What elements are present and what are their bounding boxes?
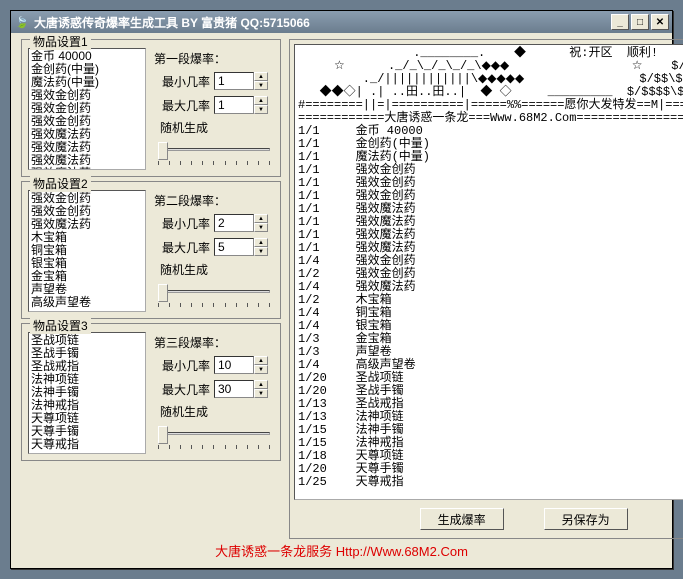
max-spin-up[interactable]: ▲ [254, 96, 268, 105]
save-as-button[interactable]: 另保存为 [544, 508, 628, 530]
minimize-button[interactable]: _ [611, 14, 629, 30]
random-label: 随机生成 [154, 119, 274, 136]
random-slider[interactable] [154, 142, 274, 166]
client-area: 物品设置1金币 40000 金创药(中量) 魔法药(中量) 强效金创药 强效金创… [11, 33, 672, 568]
right-panel: .________. ◆ 祝:开区 顺利! $$ ☆ ☆ ._/_\_/_\_/… [289, 39, 683, 539]
main-window: 🍃 大唐诱惑传奇爆率生成工具 BY 富贵猪 QQ:5715066 _ □ ✕ 物… [10, 10, 673, 569]
segment-label: 第二段爆率： [154, 192, 274, 209]
group-legend: 物品设置1 [30, 33, 91, 50]
group-legend: 物品设置2 [30, 175, 91, 192]
max-input[interactable] [214, 96, 254, 114]
segment-label: 第一段爆率： [154, 50, 274, 67]
min-spin-down[interactable]: ▼ [254, 365, 268, 374]
group-2: 物品设置2强效金创药 强效金创药 强效魔法药 木宝箱 铜宝箱 银宝箱 金宝箱 声… [21, 181, 281, 319]
max-spin-up[interactable]: ▲ [254, 380, 268, 389]
generate-button[interactable]: 生成爆率 [420, 508, 504, 530]
group-1: 物品设置1金币 40000 金创药(中量) 魔法药(中量) 强效金创药 强效金创… [21, 39, 281, 177]
max-spin-down[interactable]: ▼ [254, 247, 268, 256]
max-label: 最大几率 [154, 239, 210, 256]
window-title: 大唐诱惑传奇爆率生成工具 BY 富贵猪 QQ:5715066 [34, 14, 611, 31]
random-slider[interactable] [154, 284, 274, 308]
output-textbox[interactable]: .________. ◆ 祝:开区 顺利! $$ ☆ ☆ ._/_\_/_\_/… [294, 44, 683, 500]
random-label: 随机生成 [154, 403, 274, 420]
random-label: 随机生成 [154, 261, 274, 278]
min-label: 最小几率 [154, 73, 210, 90]
min-spin-down[interactable]: ▼ [254, 223, 268, 232]
min-label: 最小几率 [154, 215, 210, 232]
maximize-button[interactable]: □ [631, 14, 649, 30]
items-listbox[interactable]: 强效金创药 强效金创药 强效魔法药 木宝箱 铜宝箱 银宝箱 金宝箱 声望卷 高级… [28, 190, 146, 312]
app-icon: 🍃 [14, 14, 30, 30]
footer-link[interactable]: 大唐诱惑一条龙服务 Http://Www.68M2.Com [21, 539, 662, 564]
items-listbox[interactable]: 圣战项链 圣战手镯 圣战戒指 法神项链 法神手镯 法神戒指 天尊项链 天尊手镯 … [28, 332, 146, 454]
max-input[interactable] [214, 238, 254, 256]
min-input[interactable] [214, 356, 254, 374]
min-input[interactable] [214, 72, 254, 90]
group-3: 物品设置3圣战项链 圣战手镯 圣战戒指 法神项链 法神手镯 法神戒指 天尊项链 … [21, 323, 281, 461]
min-spin-up[interactable]: ▲ [254, 214, 268, 223]
left-column: 物品设置1金币 40000 金创药(中量) 魔法药(中量) 强效金创药 强效金创… [21, 39, 281, 539]
min-label: 最小几率 [154, 357, 210, 374]
min-spin-up[interactable]: ▲ [254, 356, 268, 365]
max-input[interactable] [214, 380, 254, 398]
min-spin-down[interactable]: ▼ [254, 81, 268, 90]
min-spin-up[interactable]: ▲ [254, 72, 268, 81]
max-label: 最大几率 [154, 97, 210, 114]
max-spin-down[interactable]: ▼ [254, 105, 268, 114]
random-slider[interactable] [154, 426, 274, 450]
titlebar[interactable]: 🍃 大唐诱惑传奇爆率生成工具 BY 富贵猪 QQ:5715066 _ □ ✕ [11, 11, 672, 33]
max-spin-down[interactable]: ▼ [254, 389, 268, 398]
max-label: 最大几率 [154, 381, 210, 398]
items-listbox[interactable]: 金币 40000 金创药(中量) 魔法药(中量) 强效金创药 强效金创药 强效金… [28, 48, 146, 170]
group-legend: 物品设置3 [30, 317, 91, 334]
segment-label: 第三段爆率： [154, 334, 274, 351]
close-button[interactable]: ✕ [651, 14, 669, 30]
max-spin-up[interactable]: ▲ [254, 238, 268, 247]
min-input[interactable] [214, 214, 254, 232]
